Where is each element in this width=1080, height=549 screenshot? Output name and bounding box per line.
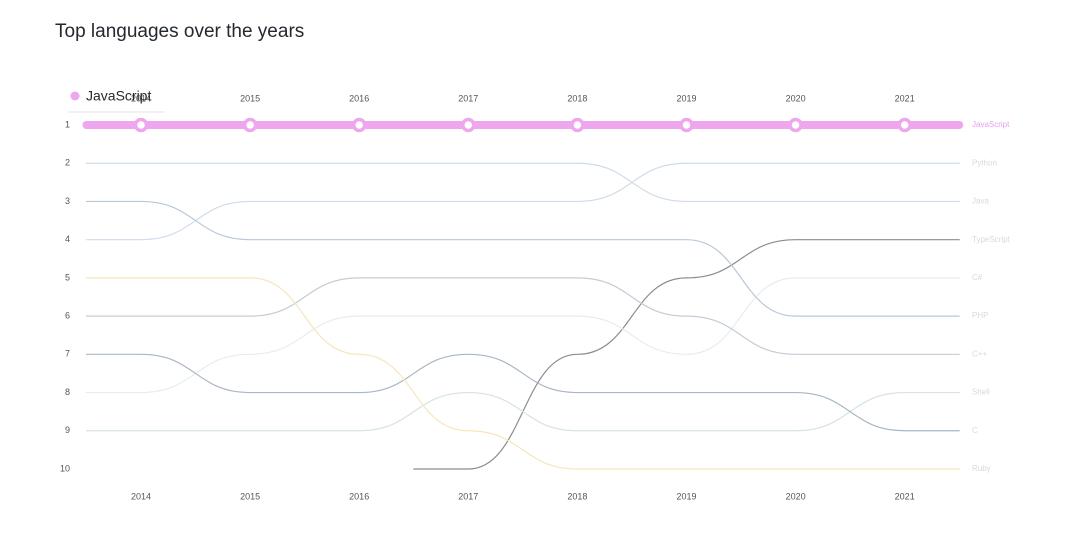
point — [679, 117, 694, 133]
point — [242, 117, 258, 133]
point — [570, 117, 585, 133]
x-tick-label: 2019 — [676, 491, 696, 501]
x-tick-label: 2015 — [240, 491, 260, 501]
end-label: C# — [972, 273, 983, 282]
y-tick-label: 2 — [65, 158, 70, 168]
series-line — [85, 277, 960, 470]
x-tick-label: 2017 — [458, 491, 478, 501]
series-line — [85, 277, 960, 394]
y-tick-label: 3 — [65, 196, 70, 206]
x-tick-label-top: 2015 — [240, 93, 260, 103]
series-line — [413, 239, 960, 470]
x-tick-label: 2018 — [567, 491, 587, 501]
end-label: Java — [972, 197, 989, 206]
x-tick-label-top: 2021 — [895, 93, 915, 103]
series-line — [85, 162, 960, 203]
end-label: JavaScript — [972, 120, 1010, 129]
series-line — [85, 277, 960, 355]
series-line — [85, 353, 960, 432]
x-tick-label-top: 2014 — [131, 93, 151, 103]
series-line — [85, 391, 960, 432]
end-label: PHP — [972, 311, 988, 320]
end-label: C — [972, 426, 978, 435]
x-tick-label-top: 2016 — [349, 93, 369, 103]
point — [351, 117, 367, 133]
point — [461, 117, 476, 133]
x-tick-label: 2020 — [786, 491, 806, 501]
y-tick-label: 6 — [65, 310, 70, 320]
y-tick-label: 7 — [65, 349, 70, 359]
x-tick-label-top: 2018 — [567, 93, 587, 103]
end-label: Ruby — [972, 464, 991, 473]
chart-title: Top languages over the years — [55, 21, 304, 42]
x-tick-label: 2021 — [895, 491, 915, 501]
y-tick-label: 4 — [65, 234, 70, 244]
end-label: C++ — [972, 349, 987, 358]
x-tick-label: 2016 — [349, 491, 369, 501]
y-tick-label: 5 — [65, 272, 70, 282]
point — [897, 117, 912, 133]
end-label: Shell — [972, 388, 990, 397]
x-tick-label-top: 2019 — [676, 93, 696, 103]
series-line — [85, 200, 960, 317]
legend-swatch — [70, 91, 80, 101]
x-tick-label-top: 2017 — [458, 93, 478, 103]
y-tick-label: 9 — [65, 425, 70, 435]
end-label: TypeScript — [972, 235, 1011, 244]
x-tick-label: 2014 — [131, 491, 151, 501]
series-line — [85, 162, 960, 241]
legend-label: JavaScript — [86, 88, 151, 104]
point — [133, 117, 149, 133]
y-tick-label: 8 — [65, 387, 70, 397]
end-label: Python — [972, 158, 997, 167]
y-tick-label: 10 — [60, 463, 70, 473]
x-tick-label-top: 2020 — [786, 93, 806, 103]
point — [788, 117, 803, 133]
y-tick-label: 1 — [65, 119, 70, 129]
